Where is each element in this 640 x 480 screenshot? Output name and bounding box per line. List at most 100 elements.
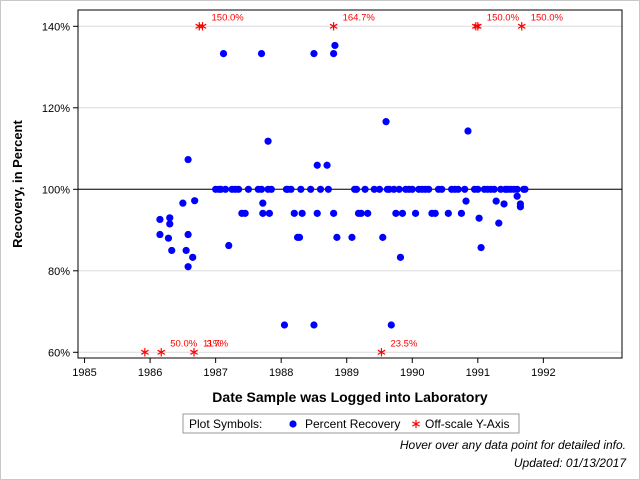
offscale-value-label: 3.7%: [206, 338, 228, 349]
recovery-point: [295, 233, 304, 241]
recovery-point: [189, 253, 197, 261]
legend-entry-recovery: Percent Recovery: [305, 417, 400, 431]
recovery-point: [221, 185, 230, 193]
y-tick-label: 60%: [48, 347, 70, 359]
recovery-point: [370, 185, 378, 193]
recovery-point: [492, 197, 500, 205]
x-tick-label: 1987: [203, 367, 227, 379]
recovery-point: [313, 209, 321, 217]
recovery-point: [184, 263, 192, 271]
recovery-point: [477, 243, 485, 252]
recovery-point: [516, 203, 525, 211]
recovery-point: [454, 185, 462, 193]
recovery-point: [387, 321, 395, 329]
recovery-point: [234, 185, 243, 193]
recovery-point: [457, 209, 466, 217]
recovery-point: [444, 209, 452, 217]
recovery-point: [330, 209, 338, 217]
recovery-point: [395, 185, 403, 193]
plot-area: [77, 9, 623, 359]
x-tick-label: 1990: [400, 367, 424, 379]
offscale-point: [195, 22, 204, 31]
recovery-point: [438, 185, 446, 193]
y-tick-label: 80%: [48, 266, 70, 278]
recovery-point: [375, 185, 384, 193]
x-tick-label: 1992: [531, 367, 555, 379]
y-axis-label: Recovery, in Percent: [10, 120, 25, 248]
recovery-point: [431, 209, 439, 217]
recovery-point: [313, 161, 321, 169]
recovery-point: [521, 185, 529, 193]
x-tick-label: 1988: [269, 367, 293, 379]
recovery-point: [361, 185, 369, 193]
recovery-point: [168, 246, 176, 255]
recovery-point: [462, 197, 470, 205]
offscale-value-label: 150.0%: [487, 12, 520, 23]
recovery-point: [259, 209, 267, 217]
recovery-point: [333, 233, 341, 241]
recovery-point: [287, 185, 295, 193]
recovery-point: [164, 234, 173, 242]
offscale-point: [473, 22, 482, 31]
legend-title: Plot Symbols:: [189, 417, 262, 431]
recovery-point: [348, 233, 356, 241]
recovery-point: [225, 241, 233, 250]
recovery-point: [513, 185, 521, 193]
offscale-point: [157, 348, 166, 357]
recovery-point: [257, 50, 266, 58]
recovery-point: [166, 220, 174, 228]
legend-asterisk: [412, 419, 420, 429]
recovery-point: [500, 200, 508, 208]
recovery-point: [364, 209, 372, 217]
x-tick-label: 1986: [138, 367, 162, 379]
offscale-point: [377, 348, 386, 357]
legend-asterisk-marker: [412, 419, 420, 429]
recovery-point: [297, 185, 305, 193]
offscale-point: [517, 22, 526, 31]
recovery-point: [244, 185, 253, 193]
recovery-point: [298, 209, 306, 217]
recovery-point: [379, 233, 387, 241]
recovery-point: [290, 209, 298, 217]
x-tick-label: 1989: [334, 367, 358, 379]
y-tick-label: 120%: [42, 103, 70, 115]
recovery-point: [280, 321, 289, 329]
recovery-point: [241, 209, 249, 217]
legend-box: [182, 413, 520, 434]
recovery-point: [396, 253, 405, 261]
recovery-point: [324, 185, 332, 193]
recovery-point: [357, 209, 365, 217]
recovery-point: [411, 209, 420, 217]
recovery-point: [352, 185, 361, 193]
updated-date: Updated: 01/13/2017: [513, 456, 626, 470]
offscale-point: [198, 22, 207, 31]
x-tick-label: 1985: [72, 367, 96, 379]
x-axis-label: Date Sample was Logged into Laboratory: [212, 389, 488, 405]
recovery-point: [257, 185, 266, 193]
recovery-point: [179, 199, 187, 207]
offscale-point: [190, 348, 198, 357]
recovery-point: [513, 192, 521, 200]
x-tick-label: 1991: [466, 367, 490, 379]
recovery-point: [264, 137, 272, 145]
y-tick-label: 140%: [42, 21, 70, 33]
offscale-point: [329, 22, 338, 31]
recovery-point: [425, 185, 433, 193]
offscale-value-label: 150.0%: [531, 12, 564, 23]
recovery-point: [330, 50, 338, 58]
recovery-point: [474, 185, 482, 193]
recovery-point: [390, 185, 398, 193]
recovery-point: [495, 219, 503, 227]
recovery-point: [461, 185, 469, 193]
recovery-point: [464, 127, 472, 135]
recovery-point: [382, 118, 390, 126]
legend: Plot Symbols: Percent Recovery Off-scale…: [182, 413, 520, 434]
recovery-point: [184, 230, 192, 239]
recovery-point: [307, 185, 315, 193]
y-tick-label: 100%: [42, 184, 70, 196]
legend-circle-marker: [289, 420, 297, 428]
offscale-value-label: 23.5%: [390, 338, 417, 349]
recovery-point: [475, 214, 483, 222]
recovery-point: [191, 197, 199, 205]
